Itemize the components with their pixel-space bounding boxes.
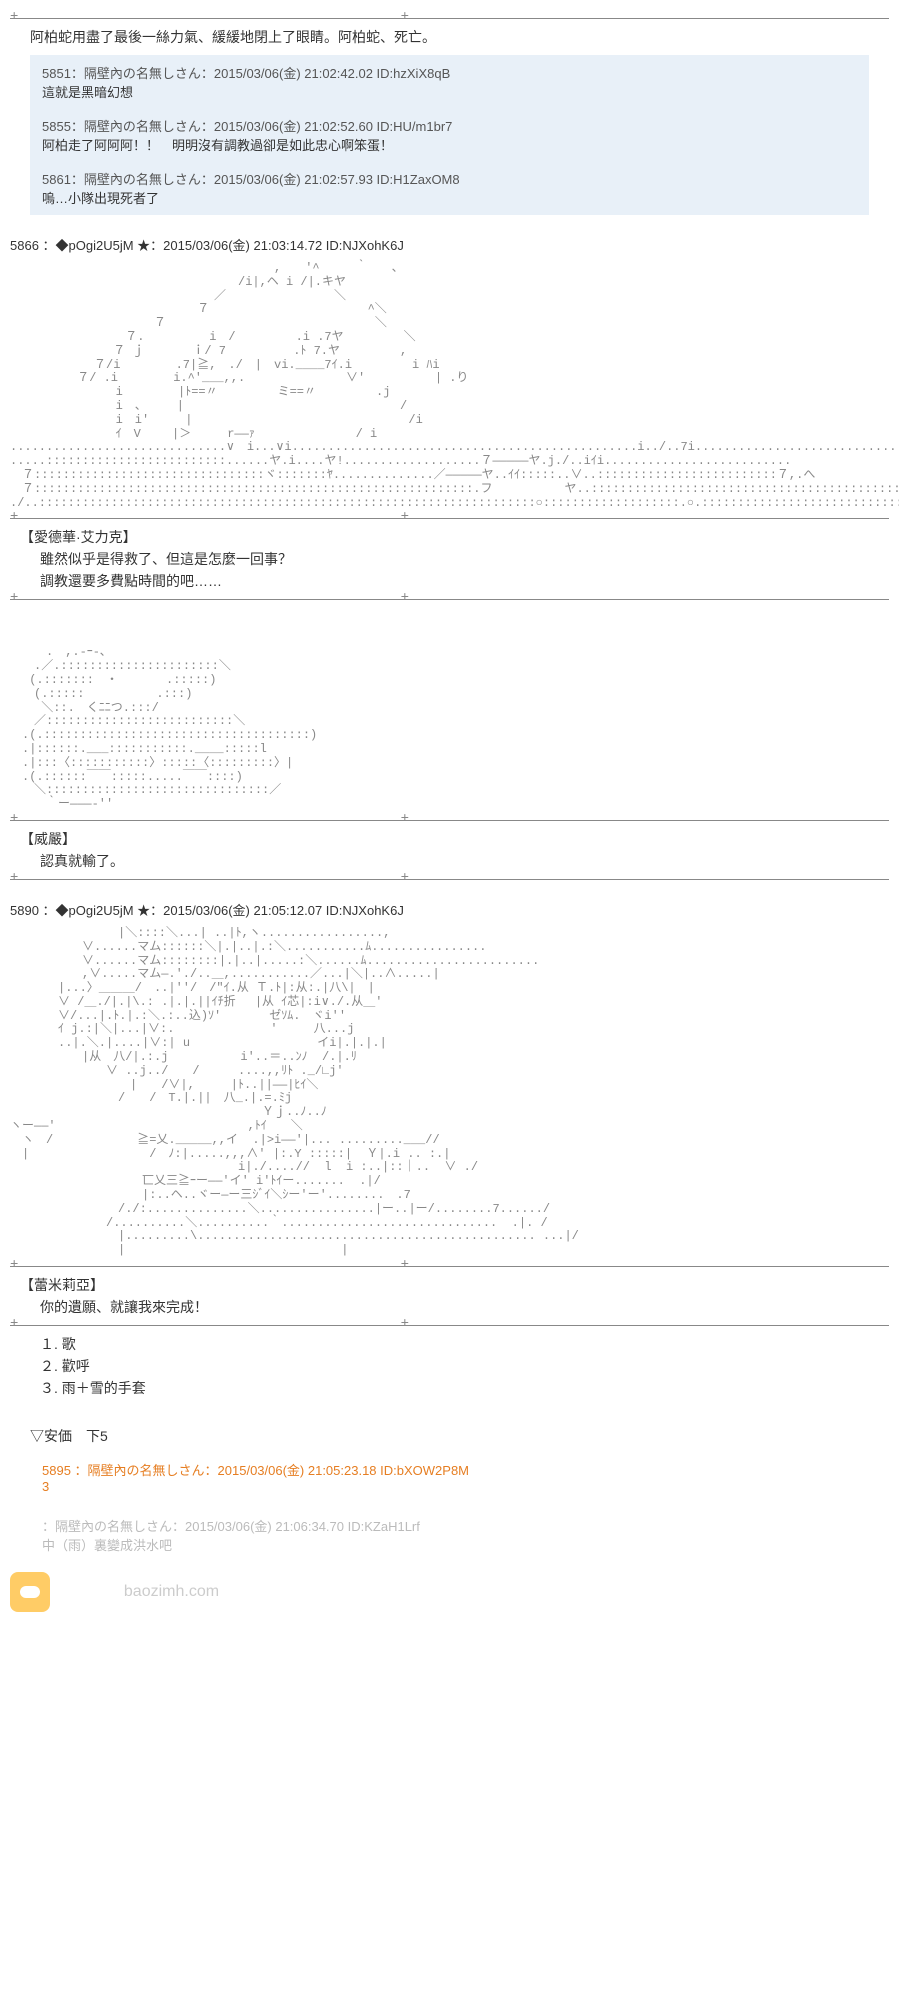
reply-body: 3 bbox=[42, 1479, 857, 1494]
divider bbox=[10, 599, 889, 600]
choice-2: ２. 歡呼 bbox=[40, 1356, 889, 1376]
comment-highlight: 5895 ：隔壁內の名無しさん：2015/03/06(金) 21:05:23.1… bbox=[30, 1452, 869, 1502]
comment-body: 阿柏走了阿阿阿！！ 明明沒有調教過卻是如此忠心啊笨蛋！ bbox=[42, 135, 857, 154]
dialogue: 調教還要多費點時間的吧…… bbox=[40, 571, 889, 591]
comment-no: 5851 bbox=[42, 66, 71, 81]
char-name: 【威嚴】 bbox=[20, 829, 889, 849]
divider bbox=[10, 18, 889, 19]
comment-meta: ：隔壁內の名無しさん：2015/03/06(金) 21:02:52.60 ID:… bbox=[71, 119, 452, 134]
dialogue: 你的遺願、就讓我來完成！ bbox=[40, 1297, 889, 1317]
ascii-art-edward: , '^ ｀ 、 /i|,ヘ i /|.キヤ ／ ＼ ７ ^＼ ７ ＼ ７. i… bbox=[10, 262, 889, 510]
dialogue: 認真就輸了。 bbox=[40, 851, 889, 871]
comment-grey: ：隔壁內の名無しさん：2015/03/06(金) 21:06:34.70 ID:… bbox=[30, 1508, 869, 1562]
divider bbox=[10, 820, 889, 821]
comment-no: 5861 bbox=[42, 172, 71, 187]
choice-1: １. 歌 bbox=[40, 1334, 889, 1354]
narration-text: 阿柏蛇用盡了最後一絲力氣、緩緩地閉上了眼睛。阿柏蛇、死亡。 bbox=[30, 27, 889, 47]
dialogue: 雖然似乎是得救了、但這是怎麼一回事？ bbox=[40, 549, 889, 569]
divider bbox=[10, 879, 889, 880]
divider bbox=[10, 1266, 889, 1267]
ankka-label: ▽安価 下5 bbox=[30, 1426, 889, 1446]
reply-body: 中（雨）裏變成洪水吧 bbox=[42, 1535, 857, 1554]
comment-block: 5851：隔壁內の名無しさん：2015/03/06(金) 21:02:42.02… bbox=[30, 55, 869, 215]
divider bbox=[10, 1325, 889, 1326]
char-name: 【蕾米莉亞】 bbox=[20, 1275, 889, 1295]
watermark-text: baozimh.com bbox=[124, 1583, 219, 1600]
ascii-art-dignity: . ,.-ｰ-､ .／.::::::::::::::::::::::＼ (.::… bbox=[10, 646, 889, 812]
ascii-art-remilia: |＼::::＼...| ..|ﾄ,ヽ................., ∨..… bbox=[10, 927, 889, 1258]
post-header: 5866 ：◆pOgi2U5jM ★：2015/03/06(金) 21:03:1… bbox=[10, 235, 889, 254]
post-header: 5890 ：◆pOgi2U5jM ★：2015/03/06(金) 21:05:1… bbox=[10, 900, 889, 919]
baozi-icon bbox=[10, 1572, 50, 1612]
divider bbox=[10, 518, 889, 519]
comment-meta: ：隔壁內の名無しさん：2015/03/06(金) 21:02:57.93 ID:… bbox=[71, 172, 460, 187]
reply-meta: 5895 ：隔壁內の名無しさん：2015/03/06(金) 21:05:23.1… bbox=[42, 1460, 857, 1479]
comment-meta: ：隔壁內の名無しさん：2015/03/06(金) 21:02:42.02 ID:… bbox=[71, 66, 450, 81]
watermark: baozimh.com bbox=[10, 1572, 889, 1612]
reply-meta: ：隔壁內の名無しさん：2015/03/06(金) 21:06:34.70 ID:… bbox=[42, 1516, 857, 1535]
char-name: 【愛德華·艾力克】 bbox=[20, 527, 889, 547]
comment-no: 5855 bbox=[42, 119, 71, 134]
comment-body: 這就是黑暗幻想 bbox=[42, 82, 857, 101]
comment-body: 嗚…小隊出現死者了 bbox=[42, 188, 857, 207]
choice-3: ３. 雨＋雪的手套 bbox=[40, 1378, 889, 1398]
